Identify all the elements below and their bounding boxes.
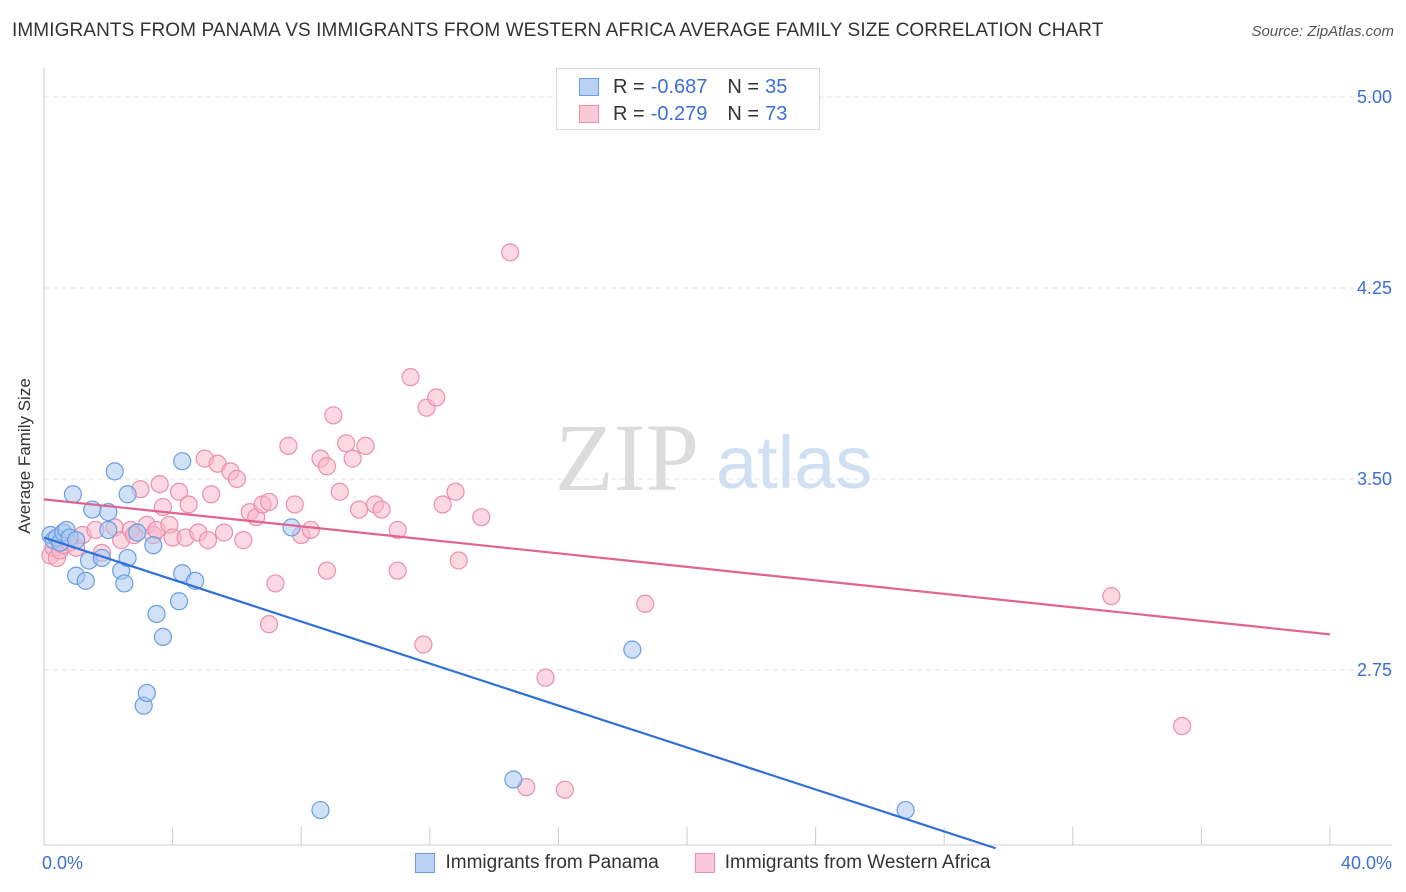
data-point-western-africa: [388, 520, 407, 540]
data-point-panama: [173, 452, 192, 471]
data-point-panama: [147, 604, 166, 624]
data-point-panama: [76, 571, 95, 590]
legend-r-label: R =: [613, 102, 645, 125]
series-legend: Immigrants from Panama Immigrants from W…: [0, 852, 1406, 874]
correlation-legend: R = -0.687 N = 35 R = -0.279 N = 73: [556, 68, 820, 130]
data-point-western-africa: [330, 482, 349, 501]
data-point-western-africa: [198, 531, 218, 550]
data-point-western-africa: [501, 243, 520, 262]
data-point-panama: [99, 503, 118, 522]
points-panama: [41, 452, 915, 820]
legend-row-western-africa: R = -0.279 N = 73: [579, 101, 787, 127]
data-point-panama: [311, 800, 330, 820]
data-point-western-africa: [179, 495, 198, 514]
data-point-western-africa: [636, 594, 655, 613]
legend-n-value: 35: [765, 75, 788, 98]
data-point-panama: [144, 536, 163, 555]
series-legend-panama[interactable]: Immigrants from Panama: [415, 852, 659, 874]
data-point-western-africa: [427, 388, 446, 407]
legend-row-panama: R = -0.687 N = 35: [579, 74, 787, 100]
points-western-africa: [41, 243, 1192, 799]
legend-r-label: R =: [613, 75, 645, 98]
data-point-western-africa: [401, 368, 420, 387]
data-point-panama: [63, 485, 83, 504]
series-label-panama: Immigrants from Panama: [445, 852, 659, 873]
data-point-western-africa: [324, 406, 343, 425]
y-axis-label: Average Family Size: [15, 378, 34, 534]
source-label: Source: ZipAtlas.com: [1251, 23, 1394, 40]
data-point-western-africa: [317, 457, 337, 476]
data-point-western-africa: [449, 551, 468, 570]
data-point-western-africa: [234, 531, 253, 550]
data-point-western-africa: [169, 482, 189, 501]
data-point-panama: [115, 574, 134, 593]
data-point-western-africa: [414, 635, 433, 654]
data-point-panama: [169, 592, 189, 611]
y-tick-label: 5.00: [1357, 87, 1392, 107]
data-point-western-africa: [259, 492, 279, 512]
data-point-western-africa: [227, 469, 246, 489]
data-point-western-africa: [301, 520, 320, 540]
data-point-panama: [105, 462, 124, 481]
data-point-western-africa: [317, 561, 337, 580]
legend-n-label: N =: [727, 75, 760, 98]
data-point-western-africa: [337, 434, 356, 453]
watermark-zip: ZIP: [555, 404, 699, 511]
data-point-western-africa: [1102, 587, 1121, 606]
y-tick-label: 2.75: [1357, 660, 1392, 680]
data-point-western-africa: [555, 780, 574, 799]
data-point-panama: [118, 548, 137, 568]
data-point-panama: [128, 523, 147, 542]
series-legend-western-africa[interactable]: Immigrants from Western Africa: [694, 852, 991, 874]
trendline-panama: [43, 536, 996, 850]
data-point-western-africa: [349, 500, 369, 519]
trend-layer: [43, 498, 1331, 850]
data-point-western-africa: [472, 508, 491, 527]
data-point-panama: [623, 640, 642, 659]
x-tick-max: 40.0%: [1341, 853, 1392, 873]
data-point-western-africa: [279, 436, 298, 455]
axis-layer: 2.75 3.50 4.25 5.00: [43, 68, 1392, 846]
y-tick-label: 4.25: [1357, 278, 1392, 298]
data-point-western-africa: [285, 495, 304, 514]
data-point-western-africa: [150, 474, 169, 494]
y-tick-label: 3.50: [1357, 469, 1392, 489]
legend-swatch-western-africa: [579, 105, 599, 123]
data-point-panama: [99, 520, 118, 540]
data-point-western-africa: [446, 482, 465, 501]
series-swatch-western-africa: [694, 853, 715, 873]
data-point-panama: [282, 518, 301, 537]
data-point-western-africa: [202, 485, 221, 504]
data-point-western-africa: [343, 449, 362, 468]
data-point-western-africa: [266, 574, 285, 593]
data-point-panama: [153, 627, 173, 646]
data-point-western-africa: [356, 436, 375, 455]
watermark-atlas: atlas: [716, 421, 872, 504]
legend-swatch-panama: [579, 78, 599, 96]
data-point-western-africa: [372, 500, 391, 519]
legend-r-value: -0.687: [650, 75, 708, 98]
chart-title: IMMIGRANTS FROM PANAMA VS IMMIGRANTS FRO…: [12, 20, 1104, 41]
data-point-panama: [118, 485, 137, 504]
data-point-western-africa: [259, 615, 279, 634]
data-point-western-africa: [214, 523, 234, 542]
trendline-western-africa: [43, 498, 1331, 636]
legend-r-value: -0.279: [650, 102, 708, 125]
data-point-panama: [137, 683, 156, 703]
legend-n-label: N =: [727, 102, 760, 125]
data-point-western-africa: [536, 668, 555, 687]
legend-n-value: 73: [765, 102, 788, 125]
data-point-panama: [92, 548, 111, 568]
grid-layer: [44, 96, 1392, 671]
series-label-western-africa: Immigrants from Western Africa: [724, 852, 991, 873]
watermark: ZIP atlas: [555, 404, 872, 511]
x-tick-min: 0.0%: [42, 853, 83, 873]
data-point-western-africa: [433, 495, 452, 514]
data-point-panama: [504, 770, 523, 789]
series-swatch-panama: [415, 853, 436, 873]
data-point-western-africa: [1173, 716, 1192, 736]
data-point-western-africa: [388, 561, 407, 580]
